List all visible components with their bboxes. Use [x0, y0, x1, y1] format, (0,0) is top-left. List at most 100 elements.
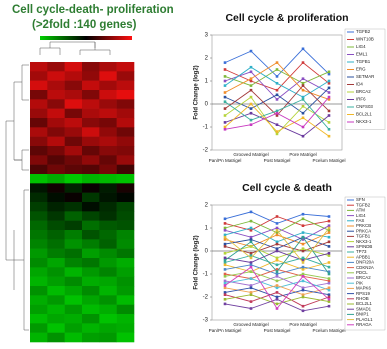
point	[223, 107, 227, 110]
heatmap-cell	[99, 220, 117, 231]
point	[223, 229, 227, 232]
heatmap-cell	[99, 62, 117, 72]
legend-label: ID4	[356, 82, 363, 87]
heatmap-cell	[116, 258, 135, 268]
heatmap-cell	[116, 136, 135, 147]
point	[249, 286, 253, 290]
heatmap-cell	[116, 267, 135, 277]
point	[301, 261, 305, 264]
heatmap-cell	[47, 164, 65, 175]
point	[327, 72, 331, 76]
point	[249, 254, 253, 257]
heatmap-cell	[99, 136, 117, 147]
heatmap-cell	[116, 314, 135, 324]
heatmap-cell	[116, 323, 135, 333]
point	[327, 95, 331, 99]
heatmap-cell	[82, 267, 100, 277]
heatmap-cell	[116, 248, 135, 259]
heatmap-cell	[82, 127, 100, 137]
legend-label: RHOB	[356, 296, 369, 301]
y-tick-label: -3	[203, 318, 209, 324]
x-tick-label: Grooved Matrigel	[233, 322, 268, 327]
point	[249, 293, 253, 296]
heatmap-cell	[64, 323, 83, 333]
point	[249, 70, 253, 74]
heatmap-cell	[47, 99, 65, 109]
point	[249, 235, 253, 239]
legend-label: BCL2L1	[356, 301, 372, 306]
point	[249, 307, 253, 310]
point	[301, 134, 305, 138]
point	[249, 256, 253, 260]
chart-title: Cell cycle & proliferation	[225, 12, 348, 24]
heatmap-cell	[47, 127, 65, 137]
heatmap-cell	[30, 267, 48, 277]
heatmap-cell	[99, 164, 117, 175]
point	[275, 247, 279, 250]
heatmap-cell	[82, 314, 100, 324]
point	[301, 256, 305, 260]
point	[275, 240, 279, 244]
point	[249, 284, 253, 287]
point	[223, 242, 227, 246]
point	[327, 261, 331, 264]
legend-label: FAS	[356, 218, 364, 223]
heatmap-cell	[82, 155, 100, 165]
heatmap-cell	[64, 211, 83, 221]
point	[327, 265, 331, 269]
heatmap-cell	[64, 332, 83, 343]
heatmap-cell	[116, 183, 135, 193]
heatmap-cell	[30, 314, 48, 324]
point	[327, 231, 331, 234]
heatmap-cell	[30, 127, 48, 137]
x-tick-label: Pore Matrigel	[289, 322, 316, 327]
legend-label: PIK	[356, 280, 363, 285]
y-tick-label: 1	[205, 79, 209, 85]
point	[275, 263, 279, 267]
legend-label: NKX3-1	[356, 119, 372, 124]
point	[301, 231, 305, 234]
heatmap-cell	[64, 267, 83, 277]
heatmap-cell	[64, 230, 83, 240]
point	[223, 68, 227, 71]
heatmap-cell	[116, 211, 135, 221]
heatmap-cell	[47, 323, 65, 333]
point	[275, 268, 279, 271]
heatmap-cell	[99, 174, 117, 184]
heatmap-cell	[99, 80, 117, 91]
point	[223, 275, 227, 278]
point	[275, 68, 279, 71]
point	[275, 130, 279, 133]
point	[275, 275, 279, 278]
point	[301, 286, 305, 290]
point	[223, 258, 227, 262]
heatmap-cell	[99, 127, 117, 137]
heatmap-cell	[99, 258, 117, 268]
x-tick-label: Pore Matrigel	[289, 152, 316, 157]
y-tick-label: 1	[205, 226, 209, 232]
heatmap-cell	[82, 62, 100, 72]
point	[223, 100, 227, 103]
point	[301, 258, 305, 262]
heatmap-cell	[30, 248, 48, 259]
point	[223, 279, 227, 283]
point	[223, 233, 227, 237]
point	[301, 47, 305, 51]
point	[275, 109, 279, 113]
point	[327, 128, 331, 131]
point	[249, 88, 253, 92]
heatmap-cell	[82, 146, 100, 156]
point	[223, 261, 227, 264]
y-tick-label: 2	[205, 203, 209, 209]
point	[249, 252, 253, 255]
point	[223, 291, 227, 294]
point	[249, 226, 253, 230]
heatmap-cell	[99, 276, 117, 287]
point	[327, 254, 331, 257]
heatmap-cell	[82, 211, 100, 221]
point	[275, 231, 279, 234]
point	[327, 226, 331, 230]
legend-label: BRCA2	[356, 89, 371, 94]
point	[327, 277, 331, 280]
